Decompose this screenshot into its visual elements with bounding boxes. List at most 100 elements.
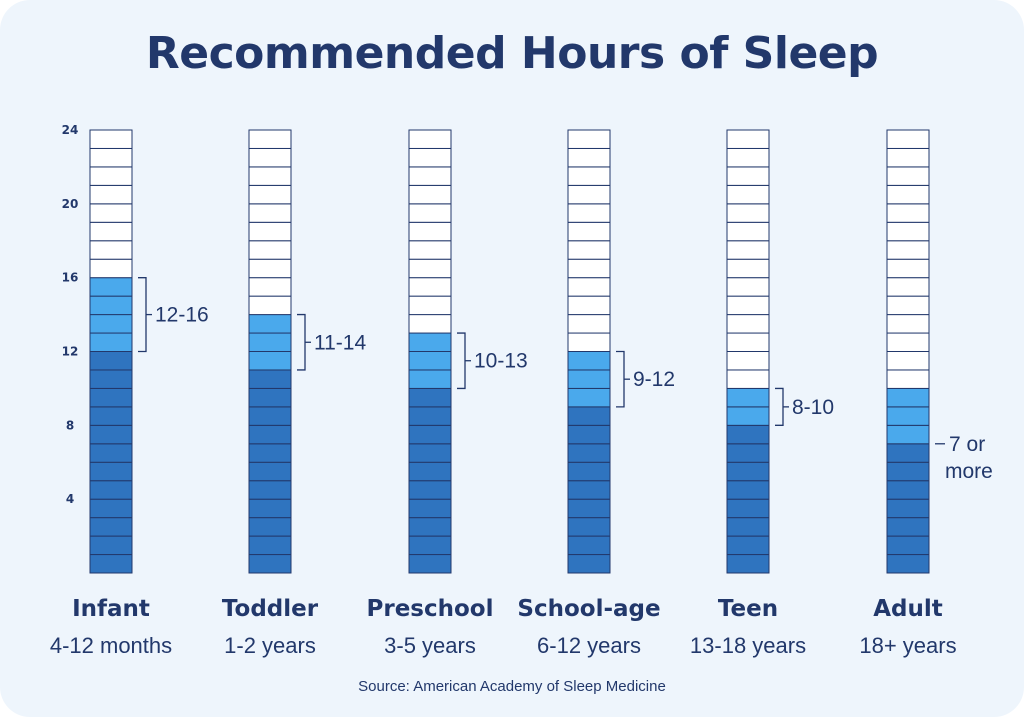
bar-segment	[248, 461, 292, 482]
bar-segment	[408, 184, 452, 205]
bar-segment	[726, 314, 770, 334]
range-bracket	[457, 332, 466, 390]
range-label: 11-14	[314, 331, 366, 354]
bar-segment	[567, 147, 611, 168]
bar-segment	[248, 498, 292, 519]
bar-segment	[248, 480, 292, 500]
bar-segment	[248, 351, 292, 371]
range-bracket	[297, 313, 306, 371]
category-age-range: 13-18 years	[689, 633, 807, 658]
bar-segment	[408, 258, 452, 279]
bar-segment	[408, 517, 452, 537]
bar-segment	[726, 424, 770, 445]
bar-segment	[408, 554, 452, 574]
bar-segment	[567, 406, 611, 426]
bar-segment	[726, 517, 770, 537]
bar-outline	[408, 129, 452, 574]
bar-segment	[248, 203, 292, 223]
bar-segment	[89, 277, 133, 297]
bar-segment	[248, 406, 292, 426]
bar-segment	[726, 184, 770, 205]
bar-segment	[886, 240, 930, 260]
bar-segment	[567, 498, 611, 519]
bar-segment	[726, 554, 770, 574]
bar-segment	[248, 517, 292, 537]
bar-segment	[567, 461, 611, 482]
bar-segment	[89, 406, 133, 426]
bar-segment	[726, 203, 770, 223]
bar-segment	[408, 314, 452, 334]
bar-segment	[726, 387, 770, 408]
bar-segment	[886, 406, 930, 426]
bar-outline	[248, 129, 292, 574]
bar-segment	[408, 406, 452, 426]
category-name: Teen	[717, 596, 779, 622]
bar-segment	[567, 277, 611, 297]
bar-segment	[89, 258, 133, 279]
bar-segment	[408, 461, 452, 482]
range-label: 12-16	[155, 304, 209, 327]
bar-segment	[886, 147, 930, 168]
y-tick-label: 12	[62, 345, 79, 359]
bar-segment	[408, 129, 452, 149]
bar-segment	[726, 498, 770, 519]
range-bracket	[775, 387, 784, 426]
bar-segment	[248, 129, 292, 149]
bar-segment	[886, 554, 930, 574]
category-age-range: 4-12 months	[49, 633, 173, 658]
bar-segment	[567, 258, 611, 279]
category-age-range: 1-2 years	[224, 633, 316, 658]
category-name: School-age	[517, 596, 661, 622]
bar-segment	[886, 498, 930, 519]
bar-segment	[248, 314, 292, 334]
bar-segment	[248, 535, 292, 556]
bar-segment	[886, 203, 930, 223]
bar-segment	[248, 240, 292, 260]
bar-segment	[886, 517, 930, 537]
bar-segment	[248, 277, 292, 297]
bar-segment	[726, 147, 770, 168]
bar-segment	[726, 480, 770, 500]
range-label: 7 or	[949, 433, 985, 456]
bar-segment	[89, 240, 133, 260]
bar-segment	[89, 351, 133, 371]
range-bracket	[616, 350, 625, 408]
bar-segment	[408, 332, 452, 352]
bar-segment	[886, 424, 930, 445]
bar-outline	[886, 129, 930, 574]
bar-segment	[567, 221, 611, 242]
bar-segment	[886, 332, 930, 352]
bar-segment	[886, 258, 930, 279]
range-label: more	[945, 460, 993, 483]
bar-segment	[89, 387, 133, 408]
bar-segment	[567, 129, 611, 149]
bar-segment	[408, 203, 452, 223]
bar-segment	[726, 535, 770, 556]
bar-segment	[886, 277, 930, 297]
bar-segment	[248, 295, 292, 316]
bar-segment	[567, 203, 611, 223]
bar-segment	[567, 535, 611, 556]
bar-segment	[248, 443, 292, 463]
bar-segment	[726, 277, 770, 297]
bar-segment	[886, 295, 930, 316]
bar-segment	[89, 443, 133, 463]
bar-segment	[567, 184, 611, 205]
bar-segment	[567, 351, 611, 371]
range-label: 8-10	[792, 396, 834, 419]
bar-segment	[408, 221, 452, 242]
bar-segment	[89, 517, 133, 537]
category-name: Infant	[72, 596, 150, 622]
bar-segment	[248, 147, 292, 168]
bar-outline	[567, 129, 611, 574]
bar-segment	[408, 443, 452, 463]
bar-segment	[408, 166, 452, 186]
bar-segment	[89, 554, 133, 574]
bar-segment	[89, 424, 133, 445]
bar-segment	[248, 332, 292, 352]
bar-segment	[89, 535, 133, 556]
y-tick-label: 20	[62, 197, 79, 211]
bar-segment	[886, 166, 930, 186]
